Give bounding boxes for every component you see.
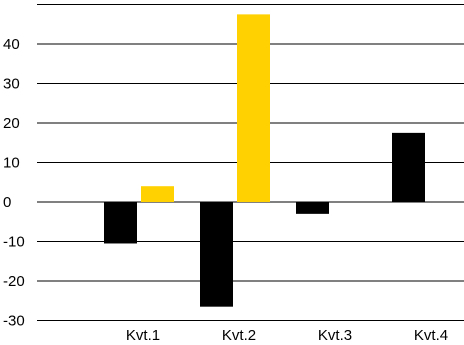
bar-series-2-Kvt.2: [237, 14, 270, 202]
bars: [104, 14, 425, 307]
y-tick-label: 10: [3, 155, 20, 172]
bar-series-1-Kvt.3: [296, 202, 329, 214]
y-tick-label: 40: [3, 36, 20, 53]
y-tick-label: 30: [3, 76, 20, 93]
y-tick-label: -20: [3, 273, 25, 290]
y-tick-label: -30: [3, 313, 25, 330]
bar-series-1-Kvt.1: [104, 202, 137, 244]
y-tick-label: -10: [3, 234, 25, 251]
y-tick-label: 0: [3, 194, 11, 211]
y-axis-ticks: -30 -20 -10 0 10 20 30 40: [3, 36, 25, 330]
x-category-label: Kvt.4: [414, 327, 448, 344]
x-category-label: Kvt.2: [222, 327, 256, 344]
y-tick-label: 20: [3, 115, 20, 132]
x-category-label: Kvt.3: [318, 327, 352, 344]
bar-series-2-Kvt.1: [141, 186, 174, 202]
x-category-label: Kvt.1: [126, 327, 160, 344]
x-axis-labels: Kvt.1 Kvt.2 Kvt.3 Kvt.4: [126, 327, 448, 344]
bar-series-1-Kvt.2: [200, 202, 233, 307]
bar-series-1-Kvt.4: [392, 132, 425, 202]
